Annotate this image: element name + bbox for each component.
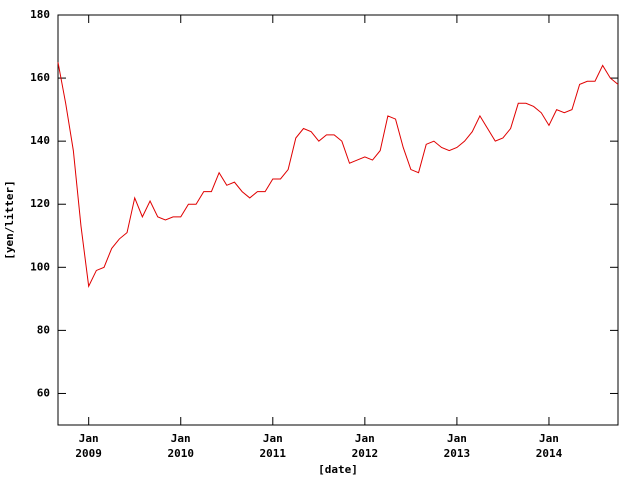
line-series (57, 62, 619, 288)
x-tick-label: Jan 2012 (351, 432, 379, 460)
x-tick-label: Jan 2009 (75, 432, 102, 460)
y-tick-label: 120 (30, 197, 50, 210)
y-tick-label: 140 (30, 134, 50, 147)
y-tick-label: 60 (37, 386, 50, 399)
y-tick-label: 80 (37, 323, 50, 336)
y-tick-label: 160 (30, 71, 50, 84)
y-tick-label: 100 (30, 260, 50, 273)
x-tick-label: Jan 2014 (535, 432, 563, 460)
x-tick-label: Jan 2010 (167, 432, 194, 460)
x-axis-label: [date] (318, 463, 358, 476)
plot-frame (57, 14, 619, 426)
y-axis-label: [yen/litter] (3, 180, 16, 259)
x-tick-label: Jan 2011 (259, 432, 287, 460)
y-tick-label: 180 (30, 8, 50, 21)
x-tick-label: Jan 2013 (443, 432, 471, 460)
